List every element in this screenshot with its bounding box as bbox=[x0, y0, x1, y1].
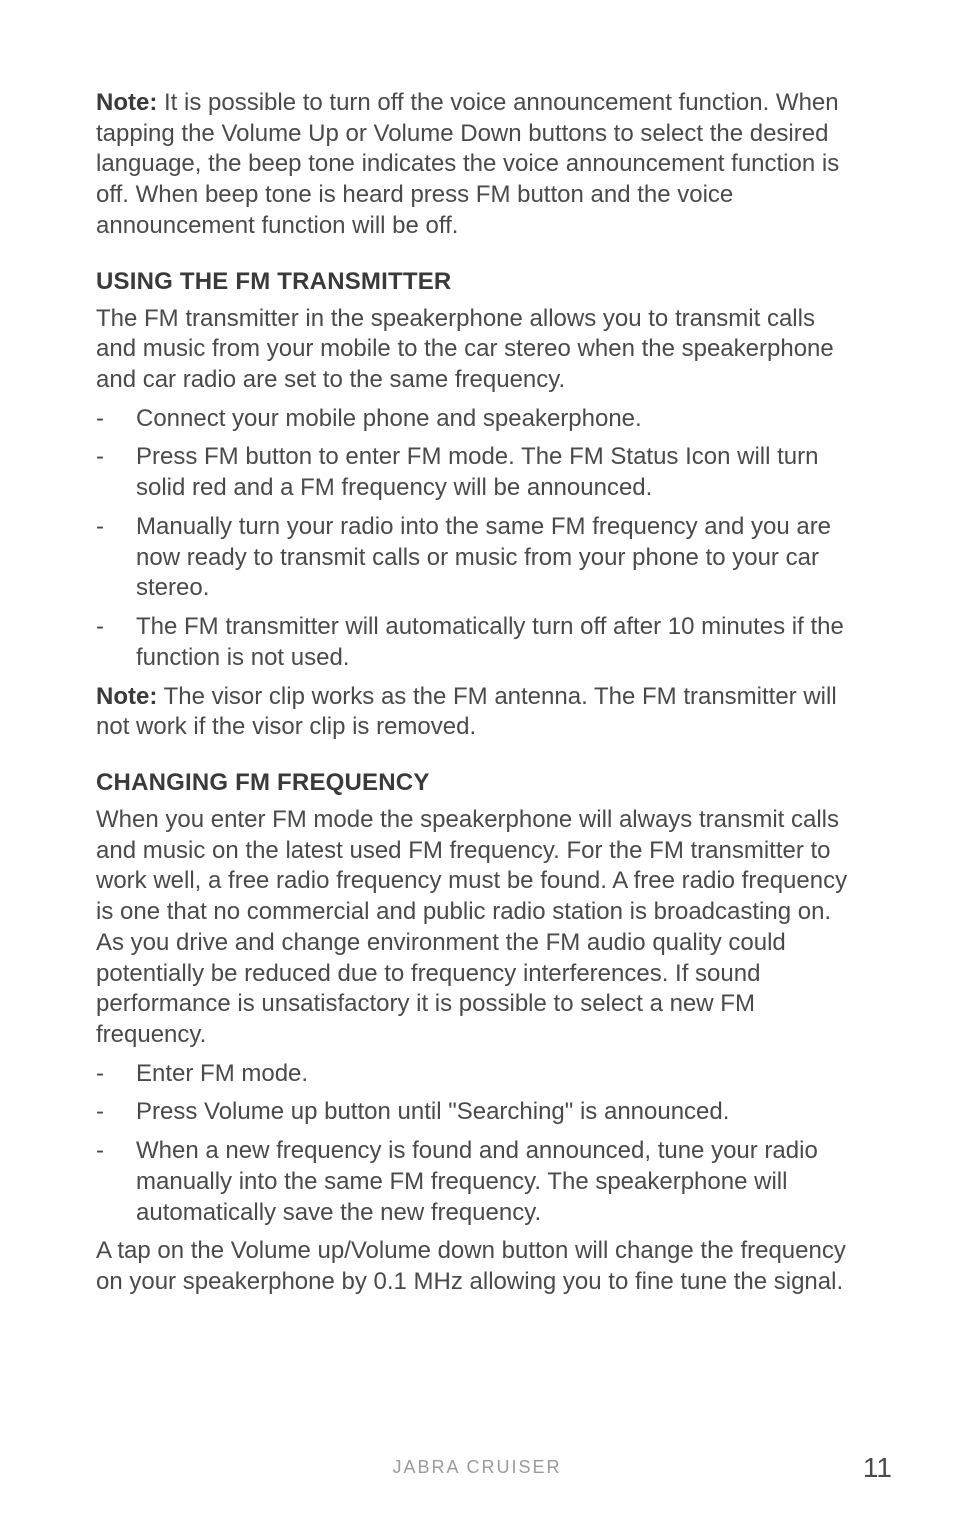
page-number: 11 bbox=[863, 1452, 892, 1484]
list-item: Manually turn your radio into the same F… bbox=[96, 512, 858, 604]
list-item: When a new frequency is found and announ… bbox=[96, 1136, 858, 1228]
note-text: The visor clip works as the FM antenna. … bbox=[96, 683, 837, 741]
note-visor-clip: Note: The visor clip works as the FM ant… bbox=[96, 682, 858, 743]
page-footer: JABRA CRUISER 11 bbox=[0, 1457, 954, 1478]
note-label: Note: bbox=[96, 89, 157, 116]
heading-fm-transmitter: USING THE FM TRANSMITTER bbox=[96, 268, 858, 296]
list-fm-transmitter: Connect your mobile phone and speakerpho… bbox=[96, 404, 858, 674]
heading-changing-frequency: CHANGING FM FREQUENCY bbox=[96, 769, 858, 797]
list-item: Press Volume up button until "Searching"… bbox=[96, 1097, 858, 1128]
outro-changing-frequency: A tap on the Volume up/Volume down butto… bbox=[96, 1236, 858, 1297]
list-item: The FM transmitter will automatically tu… bbox=[96, 612, 858, 673]
list-item: Enter FM mode. bbox=[96, 1059, 858, 1090]
page-content: Note: It is possible to turn off the voi… bbox=[0, 0, 954, 1298]
intro-fm-transmitter: The FM transmitter in the speakerphone a… bbox=[96, 304, 858, 396]
intro-changing-frequency: When you enter FM mode the speakerphone … bbox=[96, 805, 858, 1051]
footer-product-name: JABRA CRUISER bbox=[96, 1457, 858, 1478]
list-item: Connect your mobile phone and speakerpho… bbox=[96, 404, 858, 435]
note-text: It is possible to turn off the voice ann… bbox=[96, 89, 839, 239]
note-label: Note: bbox=[96, 683, 157, 710]
list-item: Press FM button to enter FM mode. The FM… bbox=[96, 442, 858, 503]
list-changing-frequency: Enter FM mode. Press Volume up button un… bbox=[96, 1059, 858, 1229]
note-voice-announcement: Note: It is possible to turn off the voi… bbox=[96, 88, 858, 242]
